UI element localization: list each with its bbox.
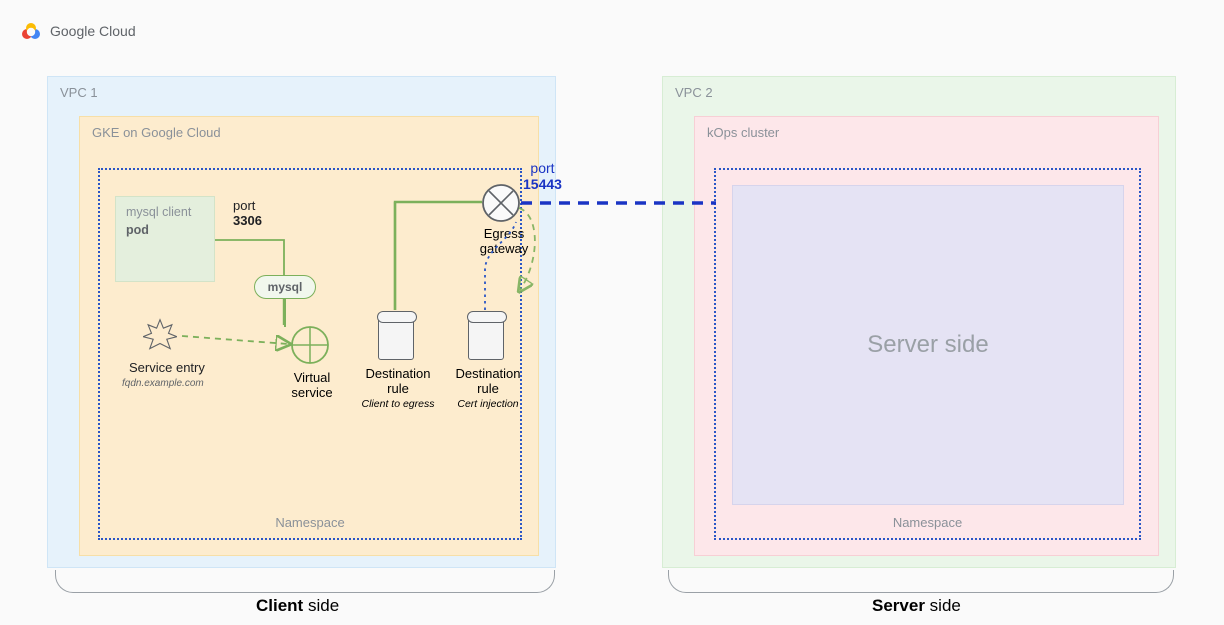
port-15443-word: port (523, 160, 562, 176)
kops-label: kOps cluster (707, 125, 779, 140)
port-15443-num: 15443 (523, 176, 562, 192)
egress-node (481, 183, 521, 228)
x-circle-icon (481, 183, 521, 223)
crosshair-icon (290, 325, 330, 365)
egress-label: Egress gateway (476, 226, 532, 256)
brace-left (55, 570, 555, 593)
star-icon (143, 318, 177, 352)
diagram-canvas: Google Cloud VPC 1 GKE on Google Cloud N… (0, 0, 1224, 625)
brand: Google Cloud (20, 21, 136, 41)
vpc1-label: VPC 1 (60, 85, 98, 100)
server-inner-box: Server side (732, 185, 1124, 505)
pod-title: mysql client (126, 205, 204, 219)
dest-rule-1-node (378, 316, 414, 360)
google-cloud-icon (20, 21, 42, 41)
dest-rule-2-node (468, 316, 504, 360)
server-side-label: Server side (872, 596, 961, 616)
scroll-icon (378, 316, 414, 360)
pod-sub: pod (126, 223, 204, 237)
port-3306-word: port (233, 198, 262, 213)
pod-box: mysql client pod (115, 196, 215, 282)
vpc2-label: VPC 2 (675, 85, 713, 100)
client-side-label: Client side (256, 596, 339, 616)
dest-rule-1-label: Destination rule Client to egress (358, 366, 438, 410)
gke-label: GKE on Google Cloud (92, 125, 221, 140)
service-entry-sub: fqdn.example.com (122, 378, 204, 389)
brace-right (668, 570, 1174, 593)
brand-text: Google Cloud (50, 23, 136, 39)
namespace2-label: Namespace (893, 515, 962, 530)
virtual-service-node (290, 325, 330, 370)
virtual-service-label: Virtual service (288, 370, 336, 400)
service-entry-node (143, 318, 177, 357)
port-3306-label: port 3306 (233, 198, 262, 228)
namespace1-label: Namespace (275, 515, 344, 530)
port-15443-label: port 15443 (523, 160, 562, 192)
scroll-icon (468, 316, 504, 360)
server-inner-text: Server side (867, 331, 988, 359)
dest-rule-2-label: Destination rule Cert injection (448, 366, 528, 410)
mysql-pill: mysql (254, 275, 316, 299)
service-entry-label: Service entry (129, 360, 205, 375)
mysql-pill-text: mysql (268, 280, 303, 294)
port-3306-num: 3306 (233, 213, 262, 228)
